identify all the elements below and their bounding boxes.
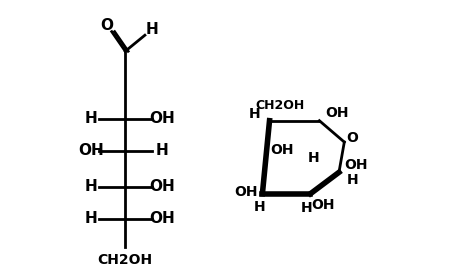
Text: CH2OH: CH2OH <box>256 99 305 112</box>
Text: OH: OH <box>270 143 294 157</box>
Text: OH: OH <box>149 111 175 126</box>
Text: OH: OH <box>78 143 104 158</box>
Text: H: H <box>249 107 261 121</box>
Text: OH: OH <box>325 106 349 120</box>
Text: CH2OH: CH2OH <box>98 253 153 266</box>
Text: H: H <box>84 179 97 194</box>
Text: H: H <box>254 200 266 214</box>
Text: H: H <box>301 201 313 215</box>
Text: OH: OH <box>149 179 175 194</box>
Text: OH: OH <box>344 158 368 172</box>
Text: H: H <box>84 211 97 226</box>
Text: H: H <box>346 173 358 187</box>
Text: O: O <box>100 18 113 33</box>
Text: OH: OH <box>149 211 175 226</box>
Text: H: H <box>84 111 97 126</box>
Text: H: H <box>146 22 158 37</box>
Text: OH: OH <box>234 185 258 199</box>
Text: O: O <box>346 131 358 145</box>
Text: OH: OH <box>311 198 335 212</box>
Text: H: H <box>156 143 168 158</box>
Text: H: H <box>308 151 320 165</box>
